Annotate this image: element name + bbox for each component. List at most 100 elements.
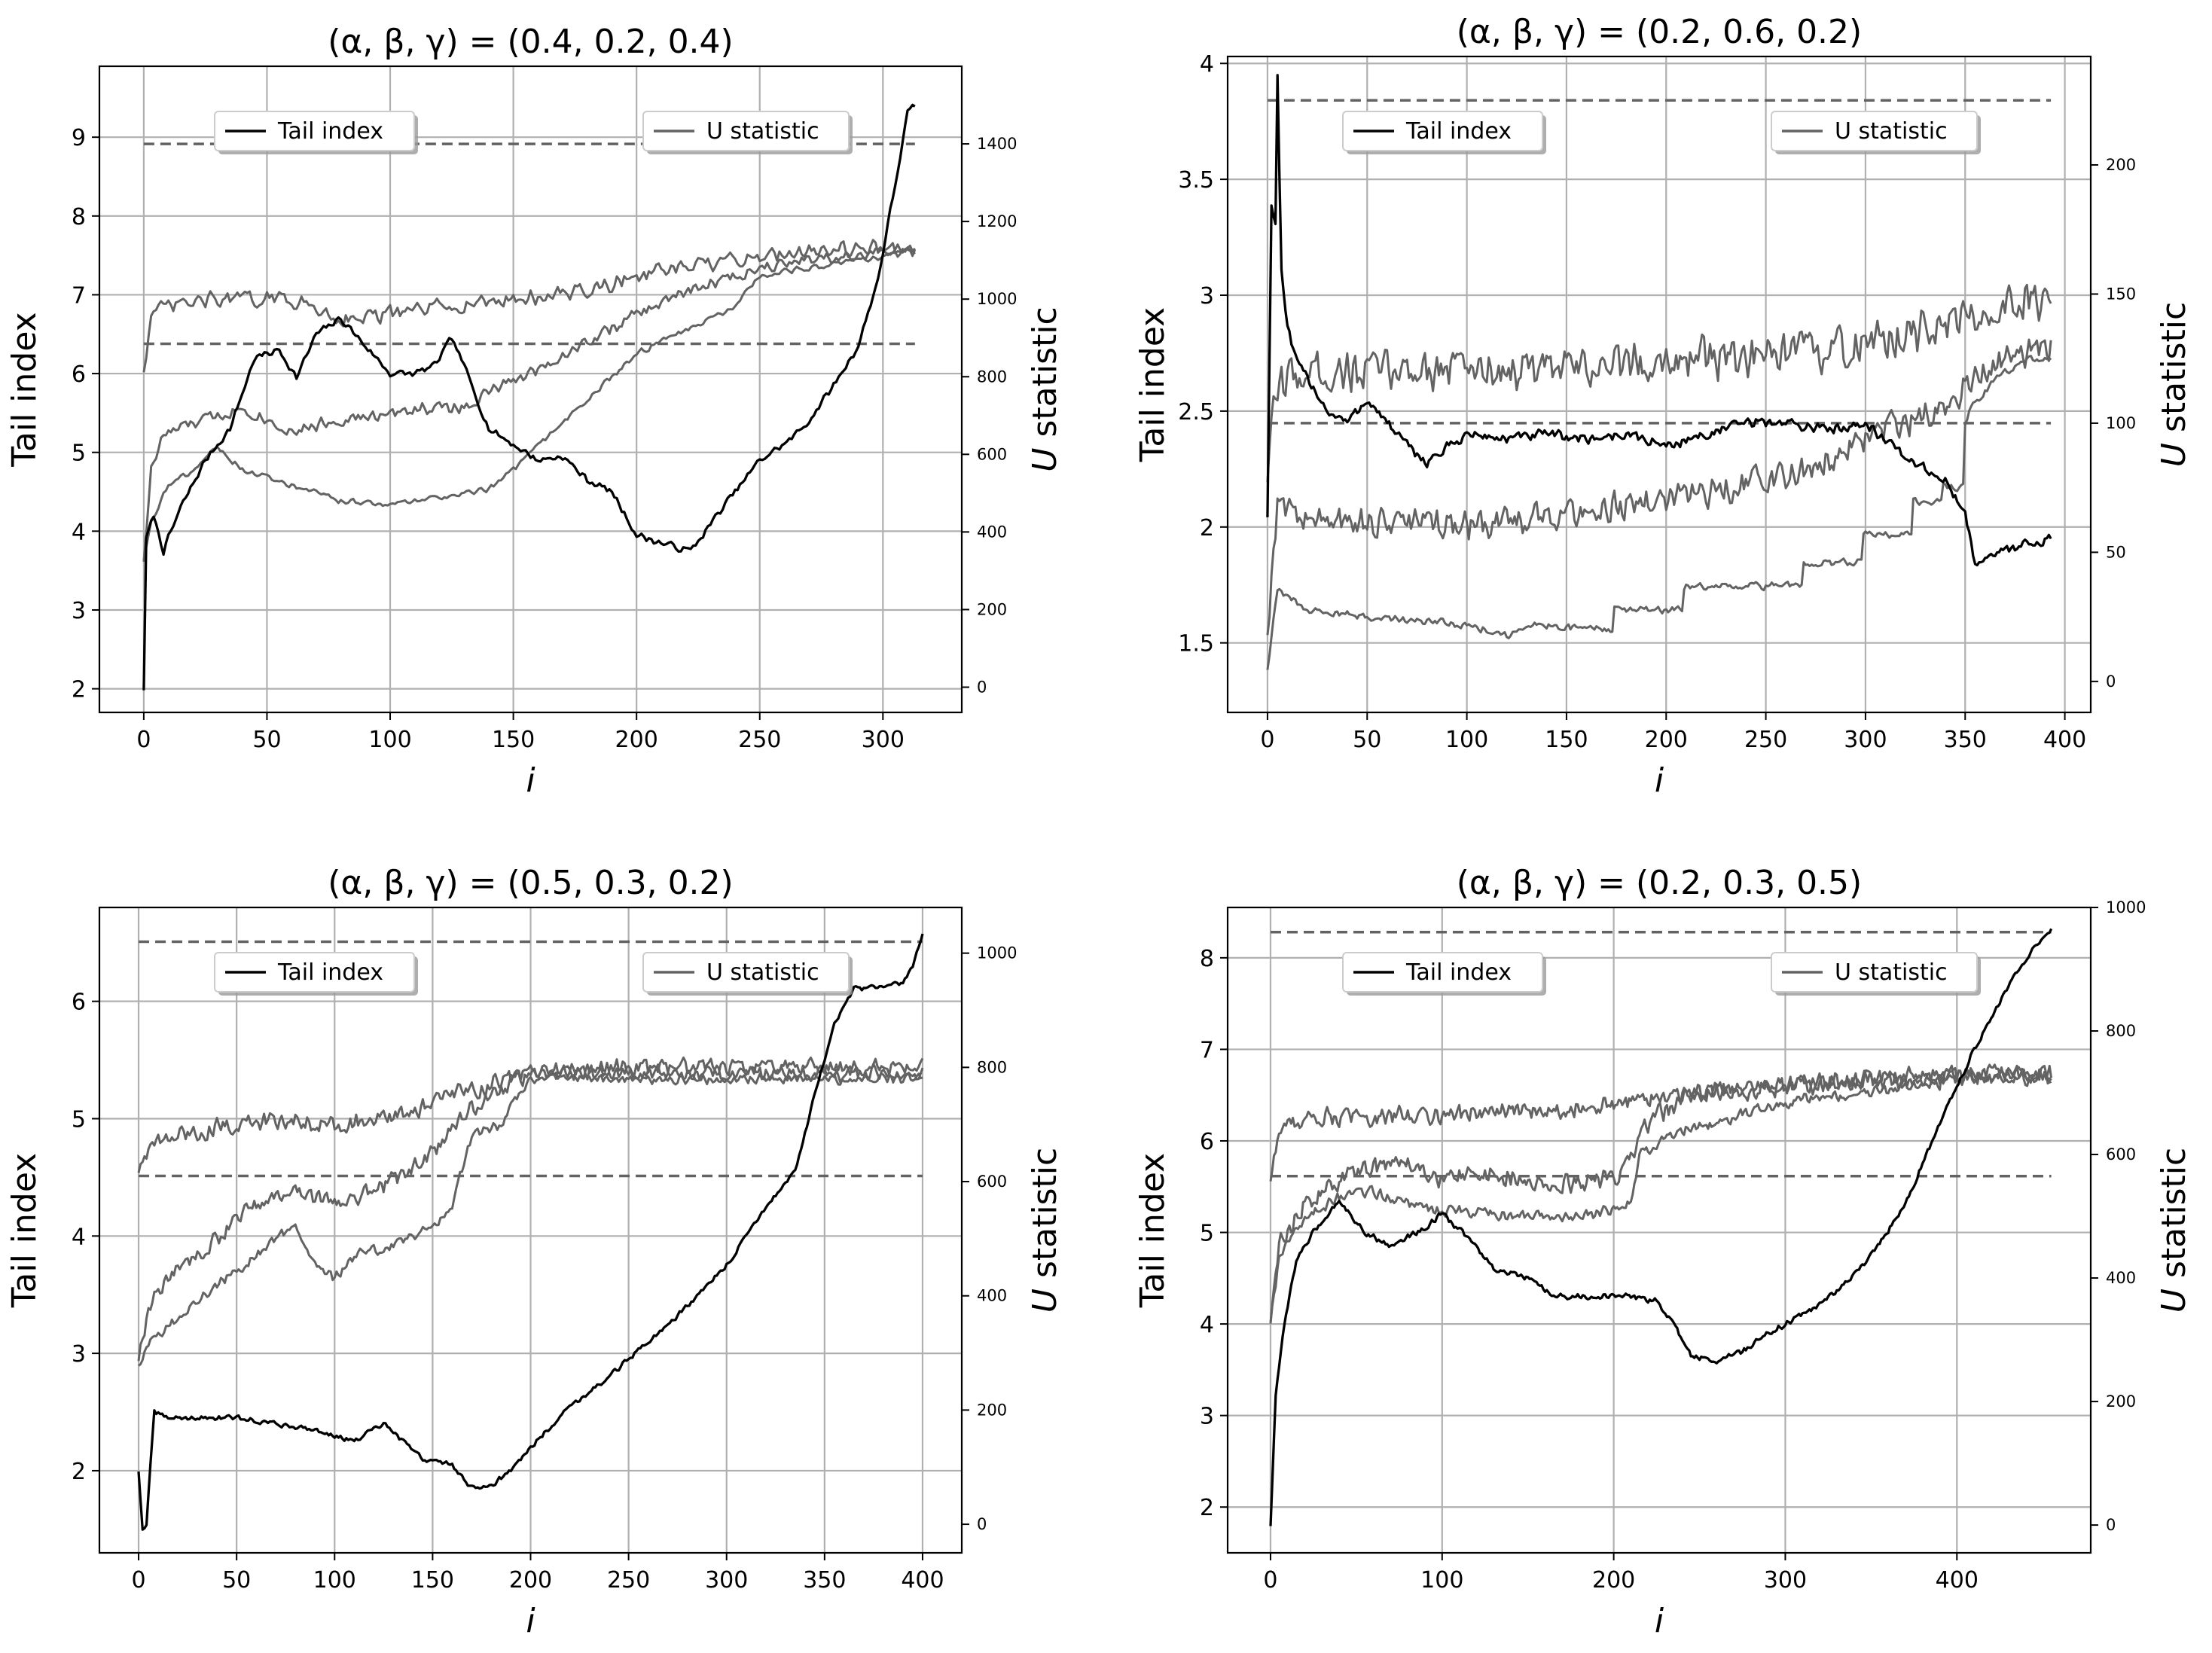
legend-label: Tail index	[277, 959, 383, 986]
x-tick-label: 200	[509, 1567, 552, 1594]
grid	[99, 907, 962, 1553]
legend-u-statistic: U statistic	[1771, 111, 1981, 154]
x-tick-label: 50	[222, 1567, 251, 1594]
axes-frame	[1226, 55, 2092, 714]
tail-index-line	[1269, 928, 2053, 1526]
legend-label: U statistic	[1835, 118, 1948, 145]
y-tick-label: 3	[1200, 1404, 1214, 1430]
y-tick-label: 6	[72, 361, 86, 388]
x-axis-label: i	[526, 761, 535, 800]
y-axis-label: Tail index	[5, 312, 44, 467]
x-tick-label: 350	[1944, 727, 1987, 753]
y-tick-label: 3	[1200, 283, 1214, 310]
y2-tick-label: 200	[977, 600, 1007, 618]
y2-tick-label: 0	[2106, 1516, 2116, 1534]
y2-axis-label: U statistic	[1026, 1148, 1064, 1313]
x-tick-label: 400	[2043, 727, 2086, 753]
y-tick-label: 1.5	[1178, 631, 1214, 657]
u-statistic-line	[138, 1072, 923, 1367]
legend-tail-index: Tail index	[214, 111, 418, 154]
y-tick-label: 3	[72, 598, 86, 624]
y-tick-label: 2	[1200, 1495, 1214, 1521]
x-tick-label: 0	[1263, 1567, 1277, 1594]
y2-tick-label: 200	[2106, 156, 2136, 174]
legend-tail-index: Tail index	[1342, 952, 1546, 996]
y-tick-label: 8	[72, 204, 86, 230]
legend-u-statistic: U statistic	[642, 952, 853, 996]
y2-tick-label: 600	[977, 1173, 1007, 1191]
u-statistic-line	[1269, 1071, 2052, 1323]
x-axis-label: i	[526, 1602, 535, 1640]
u-statistic-line	[137, 1063, 924, 1362]
x-tick-label: 200	[1592, 1567, 1635, 1594]
tail-index-line	[137, 933, 924, 1531]
grid	[1228, 56, 2091, 712]
series-group	[1269, 928, 2053, 1526]
subplot-4: 0 100 200 300 400 2 3 4 5 6 7 8 0 200 400 600 800 1000 (α,…	[1133, 864, 2193, 1640]
u-statistic-line	[1269, 1064, 2052, 1324]
y2-tick-label: 400	[2106, 1269, 2136, 1287]
y2-axis-label: U statistic	[1026, 307, 1064, 471]
y-tick-label: 7	[1200, 1037, 1214, 1063]
x-axis-label: i	[1655, 1602, 1664, 1640]
x-tick-label: 100	[1445, 727, 1488, 753]
subplot-1: 0 50 100 150 200 250 300 2 3 4 5 6 7 8 9 0 200 400 600 800 1…	[5, 23, 1064, 800]
y2-axis-label: U statistic	[2155, 302, 2193, 467]
y-tick-label: 6	[72, 990, 86, 1016]
y-tick-label: 5	[72, 441, 86, 467]
grid	[99, 66, 962, 712]
x-tick-label: 150	[411, 1567, 454, 1594]
y2-tick-label: 0	[977, 679, 987, 697]
x-tick-label: 400	[901, 1567, 944, 1594]
chart-title: (α, β, γ) = (0.4, 0.2, 0.4)	[328, 23, 733, 61]
y-tick-label: 2	[72, 677, 86, 703]
x-tick-label: 250	[738, 727, 781, 753]
x-tick-label: 400	[1936, 1567, 1979, 1594]
y2-tick-label: 1200	[977, 212, 1017, 230]
y2-tick-label: 200	[2106, 1392, 2136, 1411]
legend-label: U statistic	[706, 118, 819, 145]
series-group	[142, 103, 917, 691]
y2-tick-label: 1000	[2106, 898, 2146, 916]
y-tick-label: 3	[72, 1341, 86, 1368]
x-tick-label: 250	[607, 1567, 650, 1594]
u-statistic-line	[142, 239, 917, 373]
y-tick-label: 2.5	[1178, 399, 1214, 425]
y2-tick-label: 50	[2106, 543, 2126, 561]
y-tick-label: 9	[72, 125, 86, 151]
y2-tick-label: 800	[977, 368, 1007, 386]
x-axis-label: i	[1655, 761, 1664, 800]
y-tick-label: 4	[72, 519, 86, 545]
y-tick-label: 5	[1200, 1221, 1214, 1247]
x-tick-label: 100	[313, 1567, 356, 1594]
subplot-2: 0 50 100 150 200 250 300 350 400 1.5 2 2.5 3 3.5 4 0 50 1…	[1133, 13, 2193, 800]
y2-tick-label: 0	[977, 1515, 987, 1533]
u-statistic-line	[1266, 338, 2052, 636]
y-tick-label: 4	[72, 1224, 86, 1250]
tail-index-line	[1266, 74, 2052, 567]
y-axis-label: Tail index	[1133, 1153, 1172, 1308]
x-tick-label: 0	[1260, 727, 1274, 753]
y-tick-label: 2	[1200, 515, 1214, 541]
y-axis-label: Tail index	[5, 1153, 44, 1308]
legend-label: Tail index	[277, 118, 383, 145]
y-tick-label: 5	[72, 1106, 86, 1133]
x-tick-label: 300	[705, 1567, 748, 1594]
y2-tick-label: 600	[2106, 1145, 2136, 1164]
x-tick-label: 350	[803, 1567, 846, 1594]
legend-tail-index: Tail index	[1342, 111, 1546, 154]
x-tick-label: 0	[131, 1567, 145, 1594]
x-tick-label: 50	[1353, 727, 1381, 753]
chart-title: (α, β, γ) = (0.2, 0.3, 0.5)	[1457, 864, 1862, 902]
subplot-3: 0 50 100 150 200 250 300 350 400 2 3 4 5 6 0 200 400 600 8…	[5, 864, 1064, 1640]
y2-tick-label: 800	[2106, 1022, 2136, 1040]
x-tick-label: 0	[136, 727, 151, 753]
x-tick-label: 250	[1744, 727, 1787, 753]
u-statistic-line	[1266, 355, 2052, 670]
y-tick-label: 6	[1200, 1129, 1214, 1155]
x-tick-label: 300	[1844, 727, 1887, 753]
legend-u-statistic: U statistic	[642, 111, 853, 154]
y2-tick-label: 1400	[977, 135, 1017, 153]
y2-tick-label: 800	[977, 1058, 1007, 1076]
